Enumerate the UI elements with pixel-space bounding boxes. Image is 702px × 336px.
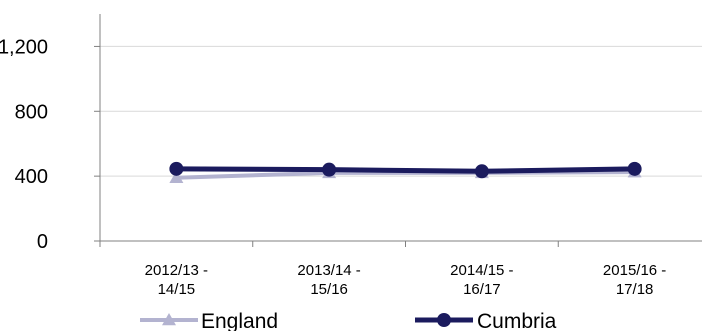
y-tick-label: 1,200 (0, 36, 48, 58)
x-tick-label: 2014/15 - 16/17 (450, 262, 513, 298)
data-point-cumbria (627, 161, 642, 176)
legend-label-cumbria: Cumbria (477, 310, 557, 331)
data-point-england (169, 170, 184, 184)
legend-marker-england (162, 313, 176, 326)
legend-label-england: England (201, 310, 278, 331)
y-tick-label: 400 (15, 166, 48, 188)
x-tick-label-line: 14/15 (158, 281, 196, 298)
data-point-cumbria (169, 161, 184, 176)
gridlines (100, 45, 702, 177)
series-lines (169, 161, 642, 184)
x-tick-label: 2012/13 - 14/15 (145, 262, 208, 298)
legend-marker-cumbria (437, 313, 451, 327)
x-tick-label-line: 16/17 (463, 281, 501, 298)
axes: 0 400 800 1,200 2012/13 - 14/15 2013/14 - 15/16… (0, 14, 702, 298)
x-tick-label-line: 2015/16 - (603, 262, 666, 279)
data-point-cumbria (474, 164, 489, 179)
y-tick-label: 0 (37, 231, 48, 253)
legend: England Cumbria (140, 310, 557, 333)
series-line-cumbria (176, 166, 635, 174)
y-tick-label: 800 (15, 101, 48, 123)
data-point-cumbria (322, 162, 337, 177)
x-tick-label-line: 2014/15 - (450, 262, 513, 279)
x-tick-label-line: 17/18 (616, 281, 654, 298)
x-tick-label-line: 2013/14 - (297, 262, 360, 279)
x-tick-label-line: 2012/13 - (145, 262, 208, 279)
x-tick-label: 2013/14 - 15/16 (297, 262, 360, 298)
x-tick-label: 2015/16 - 17/18 (603, 262, 666, 298)
x-tick-label-line: 15/16 (310, 281, 348, 298)
